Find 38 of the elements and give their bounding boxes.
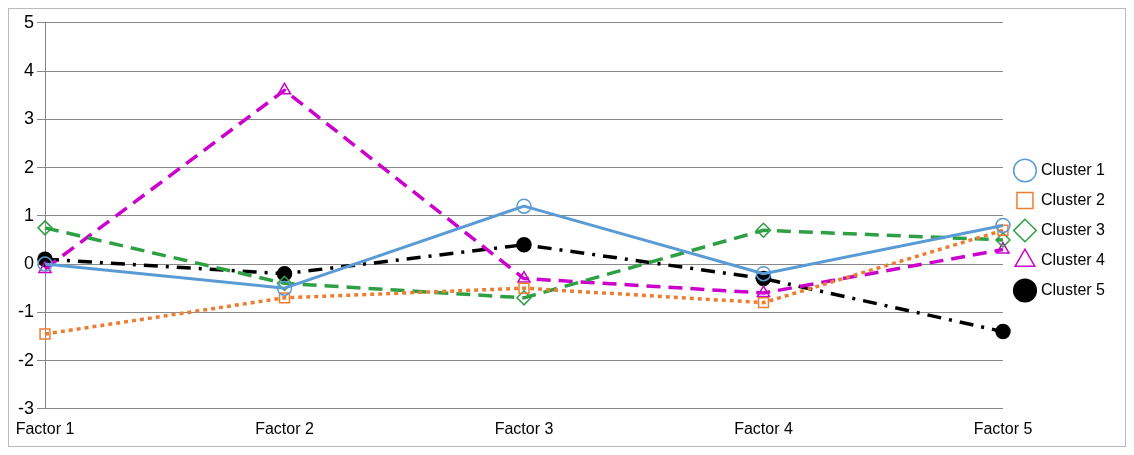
point	[756, 285, 771, 298]
point	[277, 82, 292, 95]
point	[516, 290, 532, 306]
point	[995, 323, 1011, 340]
legend-label: Cluster 2	[1040, 190, 1106, 208]
y-tick-label: 5	[23, 11, 34, 32]
point	[755, 222, 772, 239]
legend-label: Cluster 1	[1040, 160, 1106, 178]
point	[995, 217, 1011, 234]
legend-label: Cluster 5	[1040, 280, 1106, 298]
point	[37, 220, 53, 236]
x-tick-label: Factor 4	[734, 419, 793, 437]
x-tick-label: Factor 3	[494, 419, 554, 437]
y-tick-label: 0	[23, 253, 34, 274]
point	[755, 265, 772, 282]
point	[995, 232, 1011, 248]
legend-label: Cluster 4	[1040, 250, 1106, 268]
legend-label: Cluster 3	[1040, 220, 1106, 238]
point	[516, 198, 532, 214]
point	[39, 328, 51, 340]
x-tick-label: Factor 2	[255, 419, 314, 437]
y-tick-label: -2	[17, 349, 34, 370]
y-tick-label: -1	[17, 301, 34, 322]
y-tick-label: -3	[17, 397, 34, 418]
point	[276, 280, 293, 296]
x-tick-label: Factor 1	[15, 419, 75, 437]
point	[757, 296, 770, 309]
point	[996, 241, 1010, 254]
y-tick-label: 4	[23, 60, 34, 81]
point	[276, 275, 293, 292]
x-tick-label: Factor 5	[973, 419, 1033, 437]
point	[518, 282, 530, 294]
point	[517, 270, 531, 283]
y-tick-label: 1	[23, 204, 34, 225]
point	[278, 292, 291, 304]
y-tick-label: 3	[23, 108, 34, 129]
y-tick-label: 2	[23, 156, 34, 177]
point	[516, 237, 532, 253]
